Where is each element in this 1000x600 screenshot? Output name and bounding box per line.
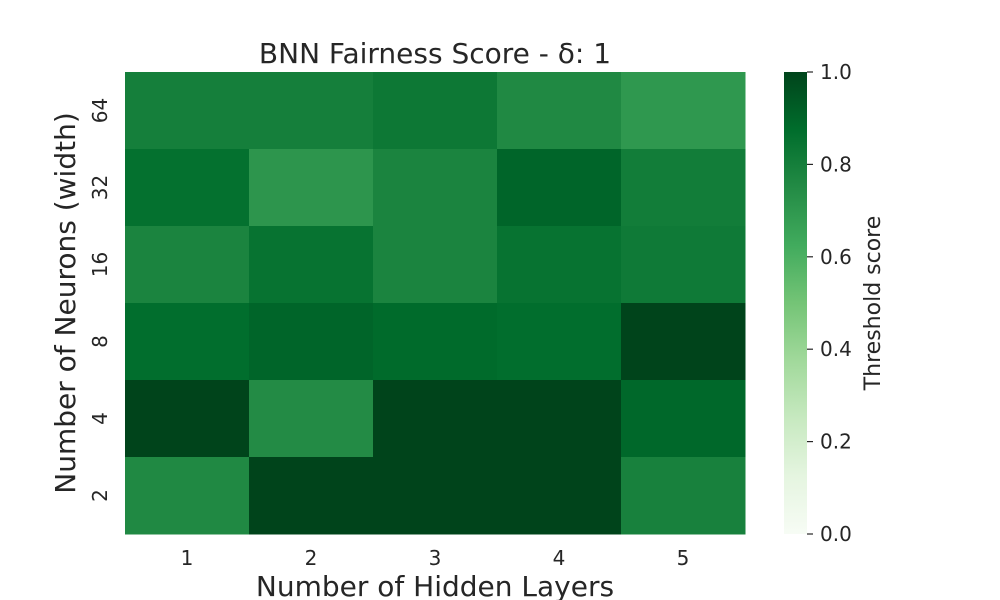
heatmap-cell — [373, 457, 498, 535]
heatmap-cell — [497, 303, 622, 381]
x-tick-label: 5 — [677, 546, 690, 570]
heatmap-cell — [621, 303, 746, 381]
colorbar-tick-label: 0.6 — [820, 245, 852, 269]
heatmap-cell — [249, 303, 374, 381]
colorbar-tick-label: 0.4 — [820, 337, 852, 361]
heatmap-cell — [125, 303, 250, 381]
x-tick-label: 4 — [553, 546, 566, 570]
y-tick-label: 4 — [88, 412, 112, 425]
y-tick-label: 32 — [88, 175, 112, 200]
heatmap-cell — [249, 226, 374, 304]
x-tick-labels: 1 2 3 4 5 — [181, 546, 690, 570]
colorbar-ticks: 0.0 0.2 0.4 0.6 0.8 1.0 — [807, 60, 852, 546]
y-tick-label: 64 — [88, 98, 112, 123]
colorbar-tick-label: 0.2 — [820, 430, 852, 454]
heatmap-cell — [621, 457, 746, 535]
colorbar-tick-label: 1.0 — [820, 60, 852, 84]
x-tick-label: 3 — [429, 546, 442, 570]
heatmap-cell — [125, 226, 250, 304]
x-tick-label: 2 — [305, 546, 318, 570]
heatmap-cell — [497, 457, 622, 535]
heatmap-cell — [249, 149, 374, 227]
y-tick-labels: 64 32 16 8 4 2 — [88, 98, 112, 502]
y-tick-label: 2 — [88, 489, 112, 502]
heatmap-cell — [497, 226, 622, 304]
heatmap-cell — [621, 149, 746, 227]
x-tick-label: 1 — [181, 546, 194, 570]
heatmap-cell — [125, 457, 250, 535]
heatmap-cell — [373, 380, 498, 458]
heatmap-cell — [249, 457, 374, 535]
heatmap-cell — [249, 72, 374, 150]
y-tick-label: 16 — [88, 252, 112, 277]
heatmap-cell — [497, 72, 622, 150]
heatmap-cell — [373, 72, 498, 150]
heatmap-cell — [497, 149, 622, 227]
colorbar — [784, 72, 807, 534]
heatmap-cell — [621, 72, 746, 150]
chart-title: BNN Fairness Score - δ: 1 — [259, 37, 611, 70]
y-tick-label: 8 — [88, 335, 112, 348]
colorbar-label: Threshold score — [861, 216, 886, 392]
heatmap-cell — [125, 72, 250, 150]
heatmap-cell — [373, 303, 498, 381]
colorbar-tick-label: 0.0 — [820, 522, 852, 546]
heatmap-cell — [497, 380, 622, 458]
heatmap-cells — [125, 72, 746, 535]
heatmap-cell — [373, 226, 498, 304]
heatmap-cell — [621, 380, 746, 458]
x-axis-label: Number of Hidden Layers — [256, 570, 614, 600]
heatmap-cell — [249, 380, 374, 458]
y-axis-label: Number of Neurons (width) — [49, 112, 82, 493]
heatmap-cell — [125, 149, 250, 227]
heatmap-cell — [373, 149, 498, 227]
colorbar-tick-label: 0.8 — [820, 152, 852, 176]
heatmap-cell — [125, 380, 250, 458]
heatmap-cell — [621, 226, 746, 304]
